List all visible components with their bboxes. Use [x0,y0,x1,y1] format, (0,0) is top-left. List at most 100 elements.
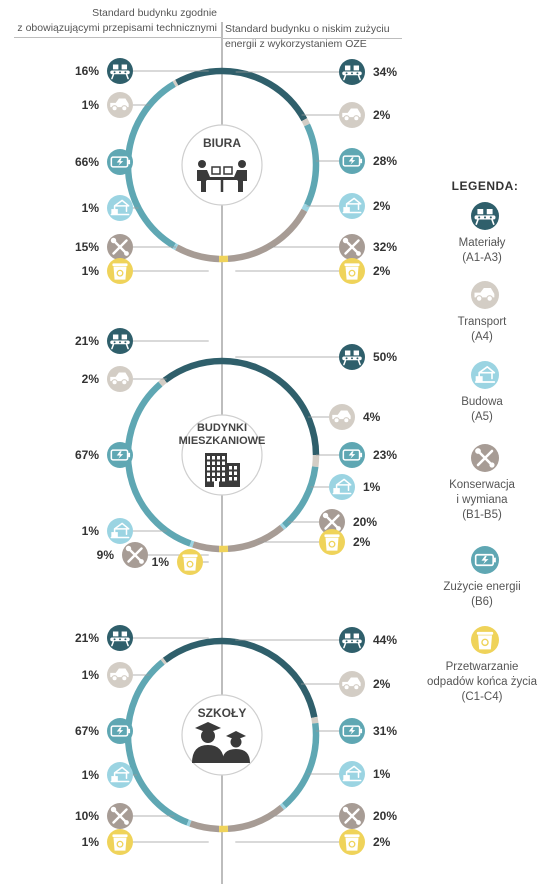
transport-glyph [110,98,129,112]
left-arc-transport [158,377,167,387]
energy-icon [339,442,365,468]
section-title: BIURA [203,136,241,150]
right-arc-materials [221,357,320,456]
right-arc-transport [311,716,319,724]
right-arc-transport [301,118,310,127]
section-0: BIURA 16% 1% 66% 1% 15% 1% 34% 2% 28% 2% 32% 2% [75,58,397,284]
transport-icon [329,404,355,430]
left-value-maintenance: 15% [75,240,99,254]
left-value-transport: 2% [82,372,100,386]
materials-glyph [342,65,362,81]
legend-text: Przetwarzanie [445,661,519,673]
right-ring [221,67,320,263]
left-value-recycling: 1% [82,835,100,849]
right-value-construction: 2% [373,199,391,213]
recycling-icon [107,829,133,855]
left-value-energy: 66% [75,155,99,169]
section-title-line: MIESZKANIOWE [179,435,266,447]
energy-glyph [110,156,131,168]
materials-glyph [342,350,362,366]
right-value-construction: 1% [373,767,391,781]
legend-text: Transport [457,316,507,328]
right-value-recycling: 2% [373,835,391,849]
left-value-maintenance: 10% [75,809,99,823]
construction-icon [107,762,133,788]
recycling-icon [339,258,365,284]
left-arc-construction [186,819,192,827]
left-value-materials: 21% [75,631,99,645]
right-value-maintenance: 20% [353,515,377,529]
construction-icon [329,474,355,500]
transport-icon [339,102,365,128]
left-arc-maintenance [189,820,220,833]
legend-label-energy: Zużycie energii (B6) [412,580,552,610]
section-2: SZKOŁY 21% 1% 67% 1% 10% 1% 44% 2% 31% 1% 20% 2% [75,625,397,855]
right-arc-materials [221,67,308,122]
legend-text: (B1-B5) [462,509,502,521]
materials-glyph [110,631,130,647]
energy-glyph [110,449,131,461]
left-column-header: Standard budynku zgodnie z obowiązującym… [17,6,217,36]
legend-text: (A4) [471,331,493,343]
recycling-icon [107,258,133,284]
transport-glyph [342,677,361,691]
legend-text: (B6) [471,596,493,608]
right-value-transport: 2% [373,108,391,122]
construction-icon [339,193,365,219]
construction-glyph [332,478,352,495]
legend-text: Zużycie energii [443,581,521,593]
left-arc-energy [124,81,176,249]
legend-label-recycling: Przetwarzanie odpadów końca życia (C1-C4) [412,660,552,705]
maintenance-icon [319,509,345,535]
legend-label-construction: Budowa (A5) [412,395,552,425]
maintenance-glyph [110,237,129,256]
right-value-materials: 44% [373,633,397,647]
left-arc-transport [160,657,167,665]
right-arc-energy [304,123,320,207]
section-title-line: BUDYNKI [197,422,247,434]
materials-glyph [110,64,130,80]
left-value-energy: 67% [75,448,99,462]
legend-text: Budowa [461,396,503,408]
right-arc-materials [221,637,318,719]
construction-icon [107,518,133,544]
transport-glyph [110,668,129,682]
right-value-transport: 4% [363,410,381,424]
recycling-icon [339,829,365,855]
legend-text: (C1-C4) [461,691,503,703]
left-arc-construction [189,540,195,548]
left-value-recycling: 1% [152,555,170,569]
maintenance-icon [339,234,365,260]
recycling-icon [177,549,203,575]
right-arc-construction [279,803,287,810]
transport-icon [107,662,133,688]
left-value-energy: 67% [75,724,99,738]
legend-text: odpadów końca życia [427,676,537,688]
right-value-maintenance: 20% [373,809,397,823]
legend-text: (A1-A3) [462,252,502,264]
recycling-icon [319,529,345,555]
transport-glyph [342,108,361,122]
right-arc-maintenance [227,524,284,553]
office-meeting-icon [197,160,247,192]
right-value-energy: 31% [373,724,397,738]
recycling-glyph [182,554,198,571]
construction-glyph [110,199,130,216]
right-arc-construction [301,203,310,212]
right-header-line1: Standard budynku o niskim zużyciu [225,23,390,35]
legend-text: Materiały [458,237,506,249]
apartment-building-icon [205,453,240,487]
materials-icon [107,625,133,651]
left-value-transport: 1% [82,668,100,682]
right-value-transport: 2% [373,677,391,691]
energy-icon [107,442,133,468]
section-title-line: BIURA [203,136,241,150]
legend-label-transport: Transport (A4) [412,315,552,345]
maintenance-icon [107,234,133,260]
legend-text: Konserwacja [449,479,515,491]
construction-icon [107,195,133,221]
construction-glyph [342,765,362,782]
legend-text: i wymiana [456,494,508,506]
